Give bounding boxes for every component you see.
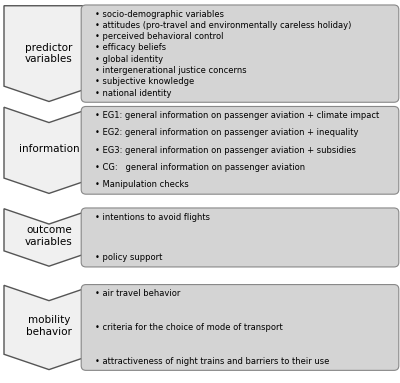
Text: • socio-demographic variables: • socio-demographic variables bbox=[95, 10, 224, 19]
Text: mobility
behavior: mobility behavior bbox=[26, 315, 72, 337]
Polygon shape bbox=[4, 107, 94, 193]
Text: • EG1: general information on passenger aviation + climate impact: • EG1: general information on passenger … bbox=[95, 111, 379, 120]
Text: • intergenerational justice concerns: • intergenerational justice concerns bbox=[95, 66, 246, 75]
Text: • global identity: • global identity bbox=[95, 55, 163, 64]
Text: • perceived behavioral control: • perceived behavioral control bbox=[95, 32, 223, 41]
Text: • CG:   general information on passenger aviation: • CG: general information on passenger a… bbox=[95, 163, 305, 172]
Polygon shape bbox=[4, 285, 94, 370]
Text: • subjective knowledge: • subjective knowledge bbox=[95, 77, 194, 86]
Text: • Manipulation checks: • Manipulation checks bbox=[95, 180, 188, 190]
Text: • attitudes (pro-travel and environmentally careless holiday): • attitudes (pro-travel and environmenta… bbox=[95, 21, 351, 30]
FancyBboxPatch shape bbox=[81, 106, 399, 194]
Text: • criteria for the choice of mode of transport: • criteria for the choice of mode of tra… bbox=[95, 323, 282, 332]
Polygon shape bbox=[4, 209, 94, 266]
Text: information: information bbox=[19, 144, 79, 154]
Text: predictor
variables: predictor variables bbox=[25, 43, 73, 64]
Text: • air travel behavior: • air travel behavior bbox=[95, 289, 180, 298]
Text: • intentions to avoid flights: • intentions to avoid flights bbox=[95, 213, 210, 222]
FancyBboxPatch shape bbox=[81, 285, 399, 370]
Text: • efficacy beliefs: • efficacy beliefs bbox=[95, 44, 166, 52]
FancyBboxPatch shape bbox=[81, 5, 399, 102]
Text: • national identity: • national identity bbox=[95, 88, 171, 98]
FancyBboxPatch shape bbox=[81, 208, 399, 267]
Text: outcome
variables: outcome variables bbox=[25, 225, 73, 247]
Text: • EG2: general information on passenger aviation + inequality: • EG2: general information on passenger … bbox=[95, 129, 358, 137]
Text: • EG3: general information on passenger aviation + subsidies: • EG3: general information on passenger … bbox=[95, 146, 356, 155]
Text: • policy support: • policy support bbox=[95, 253, 162, 262]
Text: • attractiveness of night trains and barriers to their use: • attractiveness of night trains and bar… bbox=[95, 357, 329, 366]
Polygon shape bbox=[4, 6, 94, 101]
